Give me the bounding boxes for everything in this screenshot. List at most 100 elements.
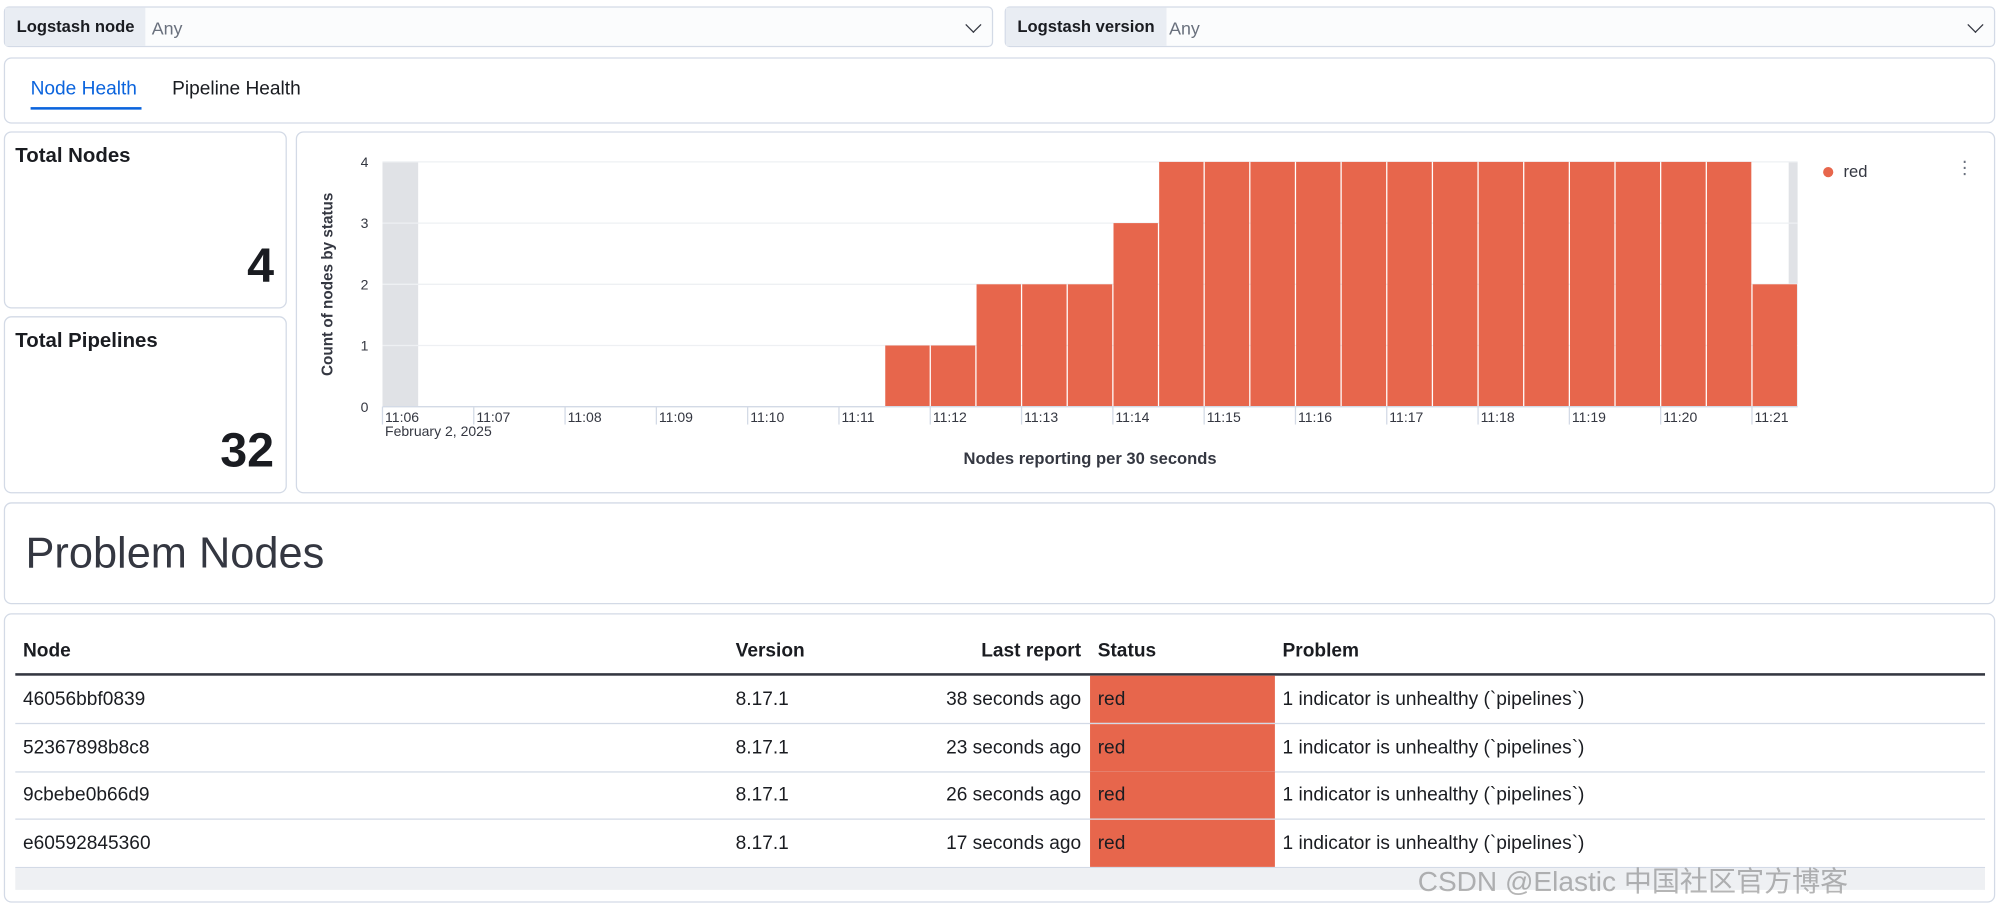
metric-panel: Total Pipelines 32 — [3, 316, 287, 494]
status-cell — [1090, 771, 1275, 819]
x-axis-title: Nodes reporting per 30 seconds — [963, 449, 1216, 468]
table-cell: 46056bbf0839 — [22, 688, 146, 711]
bar — [1159, 161, 1204, 407]
table-cell: 1 indicator is unhealthy (`pipelines`) — [1282, 831, 1585, 854]
bar — [976, 284, 1021, 407]
x-tick-label: 11:08 — [568, 409, 602, 425]
bar — [1067, 284, 1113, 407]
table-cell: 1 indicator is unhealthy (`pipelines`) — [1282, 784, 1585, 806]
table: Node Version Last report Status Problem 46056… — [15, 625, 1986, 893]
table-cell: 9cbebe0b66d9 — [22, 784, 150, 806]
bar — [1661, 161, 1706, 407]
table-cell: 23 seconds ago — [946, 736, 1082, 758]
metric-value: 4 — [247, 239, 275, 294]
bar — [1113, 223, 1158, 407]
section-panel: Problem Nodes — [3, 502, 1996, 605]
table-cell: 8.17.1 — [735, 688, 789, 711]
x-tick-label: 11:10 — [750, 409, 784, 425]
column-header: Problem — [1282, 639, 1360, 662]
y-tick-label: 3 — [361, 215, 369, 231]
bar — [1296, 161, 1341, 407]
header-rule — [15, 673, 1986, 676]
table-cell: 1 indicator is unhealthy (`pipelines`) — [1282, 736, 1585, 758]
bar — [1022, 284, 1067, 407]
status-cell — [1090, 723, 1275, 771]
filter-label: Logstash version — [1005, 7, 1167, 46]
table-cell: red — [1097, 688, 1126, 711]
tab-underline — [30, 107, 142, 110]
column-header: Node — [22, 639, 71, 662]
table-cell: 52367898b8c8 — [22, 736, 150, 758]
filter-label: Logstash node — [5, 7, 146, 46]
bar — [1204, 161, 1250, 407]
watermark: CSDN @Elastic 中国社区官方博客 — [1417, 865, 1849, 898]
x-tick-label: 11:16 — [1298, 409, 1332, 425]
x-tick-label: 11:12 — [933, 409, 967, 425]
table-cell: red — [1097, 736, 1126, 758]
x-tick-label: 11:21 — [1755, 409, 1789, 425]
bar — [1387, 161, 1432, 407]
filter[interactable]: Logstash version Any — [1004, 6, 1996, 48]
metric-panel: Total Nodes 4 — [3, 131, 287, 309]
x-tick-label: 11:19 — [1572, 409, 1606, 425]
scrollbar — [15, 868, 1986, 890]
table-cell: 26 seconds ago — [946, 784, 1082, 806]
y-axis-title: Count of nodes by status — [320, 193, 337, 376]
section-title: Problem Nodes — [25, 529, 325, 578]
x-tick-label: 11:06 — [385, 409, 419, 425]
status-cell — [1090, 675, 1275, 723]
row-rule — [15, 770, 1986, 772]
metric-value: 32 — [220, 424, 275, 479]
tab[interactable]: Node Health — [30, 77, 137, 100]
metric-title: Total Nodes — [15, 145, 131, 168]
bar — [1433, 161, 1478, 407]
metric-title: Total Pipelines — [15, 330, 158, 352]
filter-value: Any — [1169, 17, 1200, 39]
x-tick-label: 11:20 — [1663, 409, 1697, 425]
x-tick-label: 11:09 — [659, 409, 693, 425]
bar — [1250, 161, 1295, 407]
bar — [1478, 161, 1524, 407]
legend-swatch — [1823, 167, 1834, 178]
y-tick-label: 0 — [361, 399, 369, 415]
bar — [1341, 161, 1387, 407]
x-tick-label: 11:15 — [1207, 409, 1241, 425]
filter-value: Any — [151, 17, 183, 39]
x-tick-label: 11:11 — [842, 409, 875, 425]
x-tick-label: 11:14 — [1115, 409, 1149, 425]
tabs-panel — [3, 57, 1996, 124]
filter[interactable]: Logstash node Any — [3, 6, 994, 48]
x-tick-label: 11:07 — [476, 409, 510, 425]
bar — [930, 345, 976, 407]
y-tick-label: 2 — [361, 276, 369, 292]
legend-label: red — [1844, 162, 1868, 181]
x-tick-label: 11:17 — [1389, 409, 1423, 425]
bar — [1752, 284, 1797, 407]
column-header: Version — [735, 639, 805, 662]
menu-icon[interactable]: ⋮ — [1956, 157, 1974, 177]
table-cell: red — [1097, 831, 1126, 854]
column-header: Status — [1097, 639, 1157, 662]
x-tick-label: 11:13 — [1024, 409, 1058, 425]
row-rule — [15, 818, 1986, 820]
table-cell: 8.17.1 — [735, 831, 789, 854]
table-cell: 8.17.1 — [735, 736, 789, 758]
row-rule — [15, 866, 1986, 868]
table-cell: 8.17.1 — [735, 784, 789, 806]
x-date-label: February 2, 2025 — [385, 423, 492, 439]
tab[interactable]: Pipeline Health — [172, 77, 301, 100]
y-tick-label: 4 — [361, 154, 369, 170]
table-cell: 38 seconds ago — [946, 688, 1082, 711]
table-cell: e60592845360 — [22, 831, 151, 854]
table-cell: 17 seconds ago — [946, 831, 1082, 854]
bar — [1569, 161, 1615, 407]
x-tick-label: 11:18 — [1481, 409, 1515, 425]
y-tick-label: 1 — [361, 338, 369, 354]
table-cell: 1 indicator is unhealthy (`pipelines`) — [1282, 688, 1585, 711]
row-rule — [15, 722, 1986, 725]
table-panel: Node Version Last report Status Problem 46056… — [3, 613, 1996, 903]
bar — [1706, 161, 1752, 407]
table-cell: red — [1097, 784, 1126, 806]
bar — [1524, 161, 1569, 407]
bar — [885, 345, 930, 407]
